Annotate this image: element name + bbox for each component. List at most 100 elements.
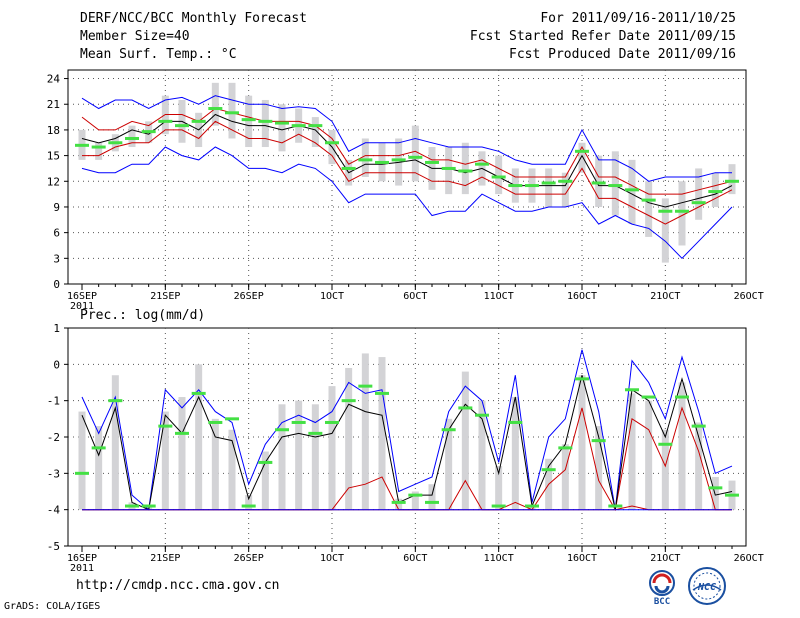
chart-title: DERF/NCC/BCC Monthly Forecast [80, 11, 307, 26]
temp-spread-bar [411, 125, 419, 182]
prec-ytick-label: -5 [47, 540, 60, 553]
prec-observed-mark [358, 384, 373, 388]
source-url[interactable]: http://cmdp.ncc.cma.gov.cn [76, 578, 280, 593]
temp-observed-mark [75, 143, 89, 147]
prec-spread-bar [428, 484, 436, 510]
temp-spread-bar [278, 104, 286, 152]
forecast-produced: Fcst Produced Date 2011/09/16 [509, 47, 736, 62]
prec-observed-mark [675, 395, 689, 399]
prec-observed-mark [558, 446, 573, 450]
prec-observed-mark [441, 428, 456, 432]
prec-spread-bar [178, 397, 186, 510]
prec-spread-bar [378, 357, 386, 510]
temp-observed-mark [108, 141, 123, 145]
prec-observed-mark [91, 446, 106, 450]
temp-spread-bar [495, 155, 503, 195]
prec-spread-bar [628, 393, 636, 510]
temp-observed-mark [225, 111, 239, 115]
temp-spread-bar [361, 138, 369, 177]
temp-spread-bar [595, 155, 603, 207]
prec-spread-bar [195, 364, 203, 510]
prec-xtick-label: 11OCT [484, 553, 514, 564]
prec-ytick-label: -2 [47, 431, 60, 444]
prec-spread-bar [511, 397, 519, 510]
temp-observed-mark [441, 166, 456, 170]
prec-observed-mark [375, 391, 389, 395]
variable-label: Mean Surf. Temp.: °C [80, 47, 237, 62]
temp-spread-bar [95, 142, 103, 160]
prec-line-max [81, 349, 733, 511]
prec-spread-bar [328, 386, 336, 510]
prec-xtick-label: 16SEP [67, 553, 97, 564]
prec-xtick-label: 26SEP [234, 553, 264, 564]
temp-observed-mark [191, 119, 206, 123]
prec-spread-bar [161, 411, 169, 510]
temp-observed-mark [158, 119, 173, 123]
prec-xtick-year: 2011 [70, 563, 94, 574]
prec-observed-mark [158, 424, 173, 428]
prec-observed-mark [658, 442, 673, 446]
prec-spread-bar [461, 371, 469, 510]
prec-spread-bar [495, 466, 503, 510]
temp-observed-mark [658, 209, 673, 213]
prec-spread-bar [411, 491, 419, 510]
prec-observed-mark [108, 399, 123, 403]
prec-observed-mark [325, 420, 339, 424]
temp-observed-mark [291, 124, 306, 128]
ncc-logo: NCC [688, 567, 726, 605]
temp-spread-bar [211, 82, 219, 126]
temp-spread-bar [128, 125, 136, 148]
ncc-logo-text: NCC [697, 582, 716, 593]
prec-spread-bar [311, 404, 319, 510]
prec-observed-mark [225, 417, 239, 421]
temp-observed-mark [458, 169, 473, 173]
temp-spread-bar [245, 95, 253, 148]
prec-spread-bar [228, 429, 236, 510]
prec-observed-mark [575, 377, 589, 381]
prec-spread-bar [395, 498, 403, 510]
temp-line-min [81, 146, 733, 260]
temp-spread-bar [695, 168, 703, 220]
prec-spread-bar [111, 375, 119, 510]
temp-xtick-label: 16OCT [567, 291, 597, 302]
temp-xtick-label: 1OCT [320, 291, 344, 302]
temp-spread-bar [445, 147, 453, 195]
prec-observed-mark [175, 431, 189, 435]
temp-ytick-label: 15 [47, 150, 60, 163]
temp-line-mean [81, 113, 733, 208]
temp-ytick-label: 9 [53, 201, 60, 214]
temp-observed-mark [625, 188, 639, 192]
prec-spread-bar [695, 422, 703, 510]
temp-spread-bar [311, 117, 319, 148]
temp-observed-mark [175, 124, 189, 128]
temp-ytick-label: 12 [47, 175, 60, 188]
temp-spread-bar [261, 99, 269, 148]
prec-observed-mark [408, 493, 423, 497]
temp-observed-mark [408, 155, 423, 159]
temp-spread-bar [628, 159, 636, 225]
temp-observed-mark [325, 141, 339, 145]
temp-line-plus-sd [81, 107, 733, 195]
prec-observed-mark [341, 399, 356, 403]
temp-observed-mark [275, 121, 289, 125]
temp-observed-mark [541, 181, 556, 185]
temp-line-max [81, 95, 732, 182]
temp-observed-mark [391, 158, 406, 162]
temp-spread-bar [461, 142, 469, 195]
prec-spread-bar [261, 451, 269, 510]
temp-observed-mark [708, 190, 723, 194]
temp-observed-mark [91, 145, 106, 149]
temp-xtick-year: 2011 [70, 301, 94, 312]
temp-xtick-label: 26SEP [234, 291, 264, 302]
prec-observed-mark [608, 504, 623, 508]
prec-observed-mark [291, 420, 306, 424]
temp-xtick-label: 16SEP [67, 291, 97, 302]
prec-observed-mark [475, 413, 489, 417]
temp-observed-mark [641, 198, 656, 202]
temp-spread-bar [545, 168, 553, 207]
prec-spread-bar [211, 418, 219, 510]
prec-observed-mark [508, 420, 523, 424]
temp-plot-frame [67, 69, 747, 285]
prec-observed-mark [541, 468, 556, 472]
